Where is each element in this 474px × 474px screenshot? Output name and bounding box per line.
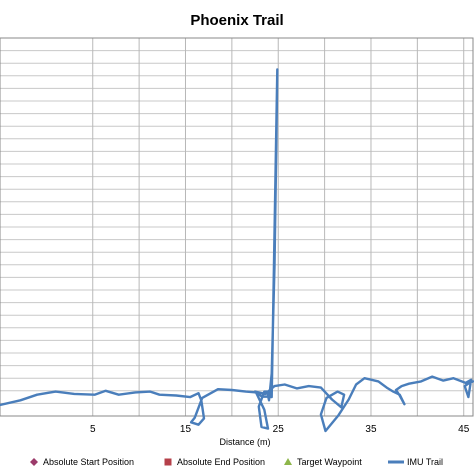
x-tick-label: 35 <box>365 424 377 435</box>
x-tick-label: 15 <box>180 424 192 435</box>
plot-area-border <box>0 37 474 417</box>
vertical-gridlines <box>92 38 465 416</box>
legend-entry: Absolute Start Position <box>43 457 134 467</box>
legend: Absolute Start Position Absolute End Posi… <box>30 457 443 467</box>
legend-entry: Absolute End Position <box>177 457 265 467</box>
series-layer <box>0 68 474 433</box>
legend-entry: IMU Trail <box>407 457 443 467</box>
x-tick-label: 25 <box>273 424 285 435</box>
chart-title: Phoenix Trail <box>190 12 283 29</box>
horizontal-gridlines <box>0 50 473 404</box>
legend-marker-square <box>164 458 172 466</box>
x-tick-labels: 5 15 25 35 45 <box>90 424 470 435</box>
legend-marker-diamond <box>30 458 38 466</box>
imu-trail-line <box>0 68 474 433</box>
x-axis-label: Distance (m) <box>219 437 270 447</box>
x-tick-label: 5 <box>90 424 96 435</box>
legend-entry: Target Waypoint <box>297 457 362 467</box>
legend-marker-triangle <box>284 458 292 465</box>
x-tick-label: 45 <box>458 424 470 435</box>
